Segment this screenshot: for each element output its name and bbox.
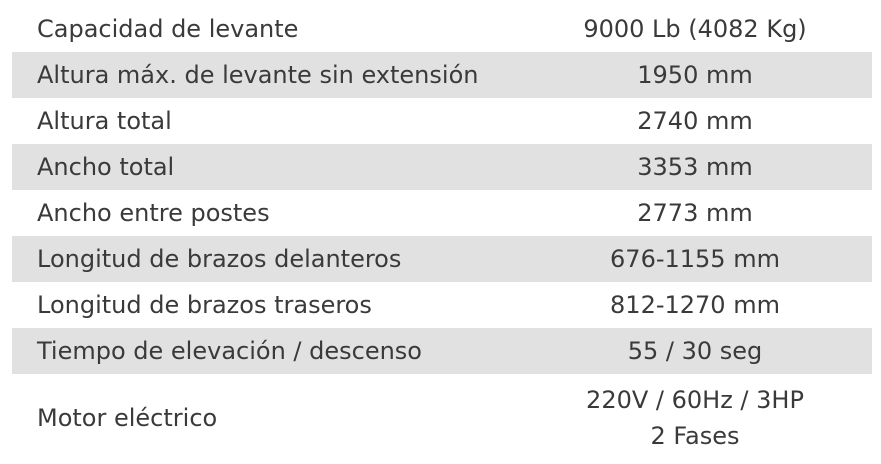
spec-value: 676-1155 mm bbox=[610, 245, 780, 273]
spec-label: Longitud de brazos traseros bbox=[37, 291, 372, 319]
spec-row-altura-total: Altura total 2740 mm bbox=[12, 98, 872, 144]
spec-row-ancho-total: Ancho total 3353 mm bbox=[12, 144, 872, 190]
spec-value-line: 220V / 60Hz / 3HP bbox=[586, 386, 804, 414]
spec-row-ancho-postes: Ancho entre postes 2773 mm bbox=[12, 190, 872, 236]
spec-label: Altura total bbox=[37, 107, 172, 135]
spec-label: Ancho entre postes bbox=[37, 199, 270, 227]
spec-value: 9000 Lb (4082 Kg) bbox=[583, 15, 807, 43]
spec-table: Capacidad de levante 9000 Lb (4082 Kg) A… bbox=[12, 6, 872, 462]
spec-value: 812-1270 mm bbox=[610, 291, 780, 319]
spec-value: 3353 mm bbox=[637, 153, 753, 181]
spec-value: 55 / 30 seg bbox=[627, 337, 763, 365]
spec-value: 2740 mm bbox=[637, 107, 753, 135]
spec-row-tiempo: Tiempo de elevación / descenso 55 / 30 s… bbox=[12, 328, 872, 374]
spec-row-altura-max: Altura máx. de levante sin extensión 195… bbox=[12, 52, 872, 98]
spec-label: Tiempo de elevación / descenso bbox=[37, 337, 422, 365]
spec-row-brazos-delanteros: Longitud de brazos delanteros 676-1155 m… bbox=[12, 236, 872, 282]
spec-label: Capacidad de levante bbox=[37, 15, 299, 43]
spec-value: 1950 mm bbox=[637, 61, 753, 89]
spec-label: Ancho total bbox=[37, 153, 175, 181]
spec-label: Motor eléctrico bbox=[37, 404, 218, 432]
spec-value: 2773 mm bbox=[637, 199, 753, 227]
spec-row-capacidad: Capacidad de levante 9000 Lb (4082 Kg) bbox=[12, 6, 872, 52]
spec-row-brazos-traseros: Longitud de brazos traseros 812-1270 mm bbox=[12, 282, 872, 328]
spec-value-line: 2 Fases bbox=[650, 422, 740, 450]
spec-label: Altura máx. de levante sin extensión bbox=[37, 61, 479, 89]
spec-label: Longitud de brazos delanteros bbox=[37, 245, 402, 273]
spec-row-motor: Motor eléctrico 220V / 60Hz / 3HP 2 Fase… bbox=[12, 374, 872, 462]
spec-value-motor: 220V / 60Hz / 3HP 2 Fases bbox=[532, 382, 872, 454]
